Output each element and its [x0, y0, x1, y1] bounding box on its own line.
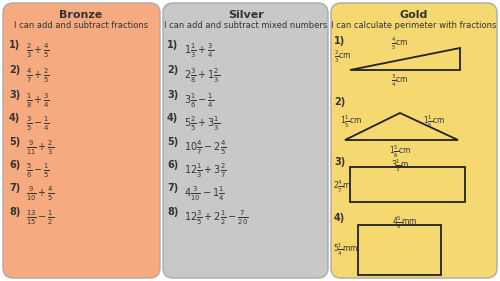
Text: $\frac{4}{5}$cm: $\frac{4}{5}$cm: [392, 36, 408, 52]
Text: $\frac{3}{4}$cm: $\frac{3}{4}$cm: [392, 73, 408, 89]
Text: 2): 2): [167, 65, 178, 75]
Text: $3\frac{1}{3}$m: $3\frac{1}{3}$m: [391, 158, 409, 174]
Text: $1\frac{5}{6}$cm: $1\frac{5}{6}$cm: [389, 144, 411, 160]
Text: $1\frac{1}{5}$cm: $1\frac{1}{5}$cm: [340, 114, 362, 130]
Text: 4): 4): [334, 213, 345, 223]
FancyBboxPatch shape: [163, 3, 328, 278]
Text: 8): 8): [9, 207, 20, 217]
Text: 6): 6): [167, 160, 178, 170]
FancyBboxPatch shape: [3, 3, 160, 278]
Text: $\frac{4}{7}+\frac{2}{5}$: $\frac{4}{7}+\frac{2}{5}$: [26, 67, 50, 85]
Text: 1): 1): [9, 40, 20, 50]
Text: $4\frac{5}{6}$mm: $4\frac{5}{6}$mm: [392, 215, 417, 231]
Text: 7): 7): [167, 183, 178, 193]
Text: Gold: Gold: [400, 10, 428, 20]
Text: $\frac{9}{10}+\frac{4}{5}$: $\frac{9}{10}+\frac{4}{5}$: [26, 185, 54, 203]
Text: $12\frac{3}{5}+2\frac{1}{2}-\frac{7}{20}$: $12\frac{3}{5}+2\frac{1}{2}-\frac{7}{20}…: [184, 209, 248, 227]
Text: $5\frac{1}{4}$mm: $5\frac{1}{4}$mm: [333, 242, 358, 258]
Text: 4): 4): [167, 113, 178, 123]
Text: 5): 5): [9, 137, 20, 147]
Text: I can add and subtract mixed numbers: I can add and subtract mixed numbers: [164, 21, 328, 30]
Text: I can calculate perimeter with fractions: I can calculate perimeter with fractions: [332, 21, 496, 30]
Text: $1\frac{1}{5}$cm: $1\frac{1}{5}$cm: [423, 114, 445, 130]
Text: $2\frac{4}{7}$m: $2\frac{4}{7}$m: [333, 179, 351, 195]
Text: $10\frac{4}{7}-2\frac{4}{5}$: $10\frac{4}{7}-2\frac{4}{5}$: [184, 139, 226, 157]
Bar: [358, 225, 441, 275]
Text: 1): 1): [334, 36, 345, 46]
Text: Silver: Silver: [228, 10, 264, 20]
Bar: [350, 167, 465, 202]
Text: $\frac{9}{11}+\frac{2}{3}$: $\frac{9}{11}+\frac{2}{3}$: [26, 139, 54, 157]
FancyBboxPatch shape: [331, 3, 497, 278]
Text: $2\frac{3}{8}+1\frac{2}{3}$: $2\frac{3}{8}+1\frac{2}{3}$: [184, 67, 220, 85]
Text: $\frac{3}{5}-\frac{1}{4}$: $\frac{3}{5}-\frac{1}{4}$: [26, 115, 50, 133]
Text: 3): 3): [334, 157, 345, 167]
Text: 2): 2): [9, 65, 20, 75]
Text: 6): 6): [9, 160, 20, 170]
Text: $12\frac{1}{3}+3\frac{2}{7}$: $12\frac{1}{3}+3\frac{2}{7}$: [184, 162, 226, 180]
Text: 2): 2): [334, 97, 345, 107]
Text: $3\frac{1}{6}-\frac{1}{4}$: $3\frac{1}{6}-\frac{1}{4}$: [184, 92, 214, 110]
Text: 5): 5): [167, 137, 178, 147]
Text: $\frac{2}{3}+\frac{4}{5}$: $\frac{2}{3}+\frac{4}{5}$: [26, 42, 50, 60]
Text: 8): 8): [167, 207, 178, 217]
Text: 3): 3): [9, 90, 20, 100]
Text: 7): 7): [9, 183, 20, 193]
Text: $5\frac{2}{5}+3\frac{1}{3}$: $5\frac{2}{5}+3\frac{1}{3}$: [184, 115, 220, 133]
Text: I can add and subtract fractions: I can add and subtract fractions: [14, 21, 148, 30]
Text: 4): 4): [9, 113, 20, 123]
Text: $1\frac{1}{3}+\frac{3}{4}$: $1\frac{1}{3}+\frac{3}{4}$: [184, 42, 214, 60]
Text: $\frac{5}{6}-\frac{1}{5}$: $\frac{5}{6}-\frac{1}{5}$: [26, 162, 50, 180]
Text: $\frac{1}{8}+\frac{3}{4}$: $\frac{1}{8}+\frac{3}{4}$: [26, 92, 50, 110]
Text: $\frac{13}{15}-\frac{1}{2}$: $\frac{13}{15}-\frac{1}{2}$: [26, 209, 54, 227]
Text: 3): 3): [167, 90, 178, 100]
Text: 1): 1): [167, 40, 178, 50]
Text: $\frac{2}{3}$cm: $\frac{2}{3}$cm: [334, 49, 351, 65]
Text: $4\frac{3}{10}-1\frac{1}{4}$: $4\frac{3}{10}-1\frac{1}{4}$: [184, 185, 224, 203]
Text: Bronze: Bronze: [60, 10, 102, 20]
